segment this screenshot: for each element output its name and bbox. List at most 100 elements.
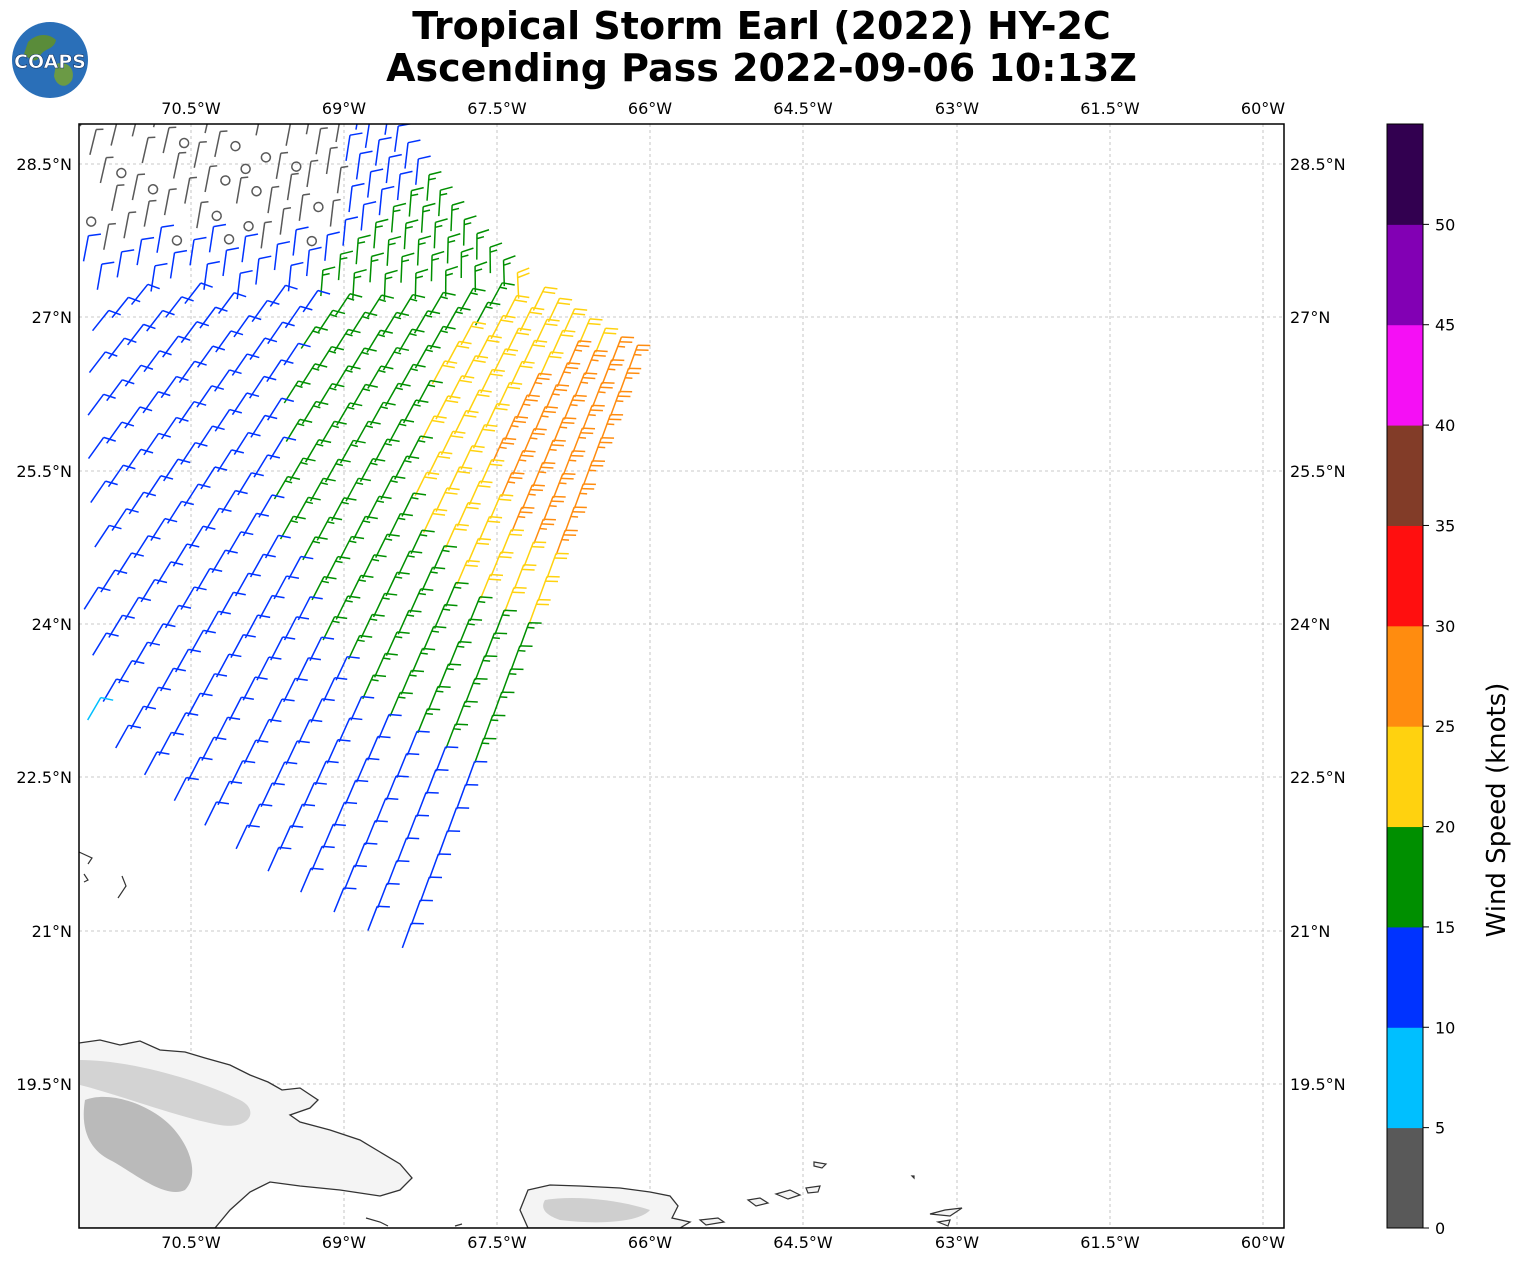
wind-barb <box>403 219 419 250</box>
wind-barb <box>411 647 436 673</box>
wind-barb <box>300 867 324 893</box>
wind-barb <box>595 327 619 353</box>
wind-barb <box>337 250 354 281</box>
wind-barb <box>260 220 272 249</box>
wind-barb <box>417 708 441 734</box>
wind-barb <box>336 165 349 194</box>
wind-barb <box>311 576 337 601</box>
wind-barb <box>145 686 171 711</box>
wind-barb <box>385 153 402 184</box>
wind-barb <box>553 417 577 443</box>
wind-barb <box>400 669 425 695</box>
wind-barb <box>291 161 302 172</box>
wind-barb <box>315 127 328 155</box>
wind-barb <box>397 609 422 635</box>
wind-barb <box>174 648 201 673</box>
wind-barb <box>504 415 529 441</box>
wind-barb <box>467 537 491 563</box>
wind-barb <box>532 461 556 487</box>
lon-tick-label-top: 70.5°W <box>161 99 221 118</box>
wind-barb <box>330 497 357 522</box>
wind-barb <box>275 151 289 180</box>
wind-barb <box>402 399 429 424</box>
wind-barb <box>156 224 175 253</box>
bahamas-islets <box>79 851 127 899</box>
wind-barb <box>474 301 501 326</box>
wind-barb <box>547 297 573 323</box>
wind-barb <box>214 130 228 158</box>
wind-barb <box>534 406 558 431</box>
wind-barb <box>380 475 406 500</box>
wind-barb <box>322 823 346 849</box>
colorbar-bin <box>1387 1127 1423 1229</box>
wind-barb <box>342 216 359 246</box>
colorbar-tick-label: 15 <box>1435 918 1455 937</box>
wind-barb <box>292 226 309 256</box>
figure-title: Tropical Storm Earl (2022) HY-2C <box>412 4 1111 48</box>
wind-barb <box>573 483 596 509</box>
wind-barb <box>360 201 377 231</box>
wind-barb <box>184 282 213 305</box>
wind-barb <box>468 480 493 506</box>
wind-barb <box>249 553 276 578</box>
colorbar-tick-label: 35 <box>1435 516 1455 535</box>
wind-barb <box>165 296 194 318</box>
plot-frame <box>78 123 1285 1229</box>
wind-barb <box>283 677 308 703</box>
wind-barb <box>172 712 199 737</box>
wind-barb <box>359 458 386 483</box>
wind-barb <box>425 768 449 795</box>
wind-barb <box>562 450 586 476</box>
wind-barb <box>172 151 187 179</box>
colorbar-tick-label: 20 <box>1435 818 1455 837</box>
wind-barb <box>375 797 399 823</box>
wind-barb <box>322 615 348 641</box>
colorbar-tick-label: 40 <box>1435 416 1455 435</box>
colorbar-tick-label: 45 <box>1435 316 1455 335</box>
wind-barbs <box>79 124 651 949</box>
wind-barb <box>447 466 473 491</box>
wind-barb <box>369 252 385 283</box>
wind-barb <box>400 252 415 283</box>
wind-barb <box>416 791 439 817</box>
wind-barb <box>384 124 390 135</box>
wind-barb <box>467 389 492 414</box>
hispaniola-terrain <box>83 1096 193 1193</box>
wind-barb <box>460 247 474 279</box>
hispaniola-terrain-2 <box>80 1060 251 1126</box>
colorbar-tick-label: 10 <box>1435 1018 1455 1037</box>
wind-barb <box>372 592 398 618</box>
wind-barb <box>465 760 488 787</box>
lon-tick-label-top: 69°W <box>322 99 366 118</box>
wind-barb <box>96 261 115 290</box>
lon-tick-label-top: 67.5°W <box>467 99 527 118</box>
lat-tick-label-left: 22.5°N <box>16 768 72 787</box>
wind-barb <box>345 477 371 502</box>
wind-barb <box>409 588 434 613</box>
wind-barb <box>494 609 517 635</box>
wind-barb <box>343 864 367 890</box>
wind-barb <box>396 837 420 863</box>
wind-barb <box>143 751 170 776</box>
axis-tick-labels: 70.5°W 70.5°W 69°W 69°W 67.5°W 67.5°W 66°W 66°W… <box>16 99 1345 1252</box>
wind-barb <box>302 536 328 561</box>
wind-barb <box>428 853 452 879</box>
wind-barb <box>438 663 462 689</box>
wind-barb <box>546 552 569 579</box>
wind-barb <box>512 449 536 475</box>
wind-barb <box>354 842 378 868</box>
wind-barb <box>484 632 508 658</box>
colorbar-frame <box>1386 123 1424 1229</box>
wind-barb <box>501 668 524 694</box>
wind-barb <box>414 344 441 369</box>
wind-barb <box>493 348 519 373</box>
wind-barb <box>350 695 375 721</box>
wind-barb <box>187 756 213 781</box>
wind-barb <box>283 616 310 641</box>
wind-barb <box>555 529 578 555</box>
lat-tick-label-left: 19.5°N <box>16 1075 72 1094</box>
wind-barb <box>519 621 542 648</box>
wind-barb <box>294 496 321 521</box>
wind-barb <box>309 477 336 502</box>
